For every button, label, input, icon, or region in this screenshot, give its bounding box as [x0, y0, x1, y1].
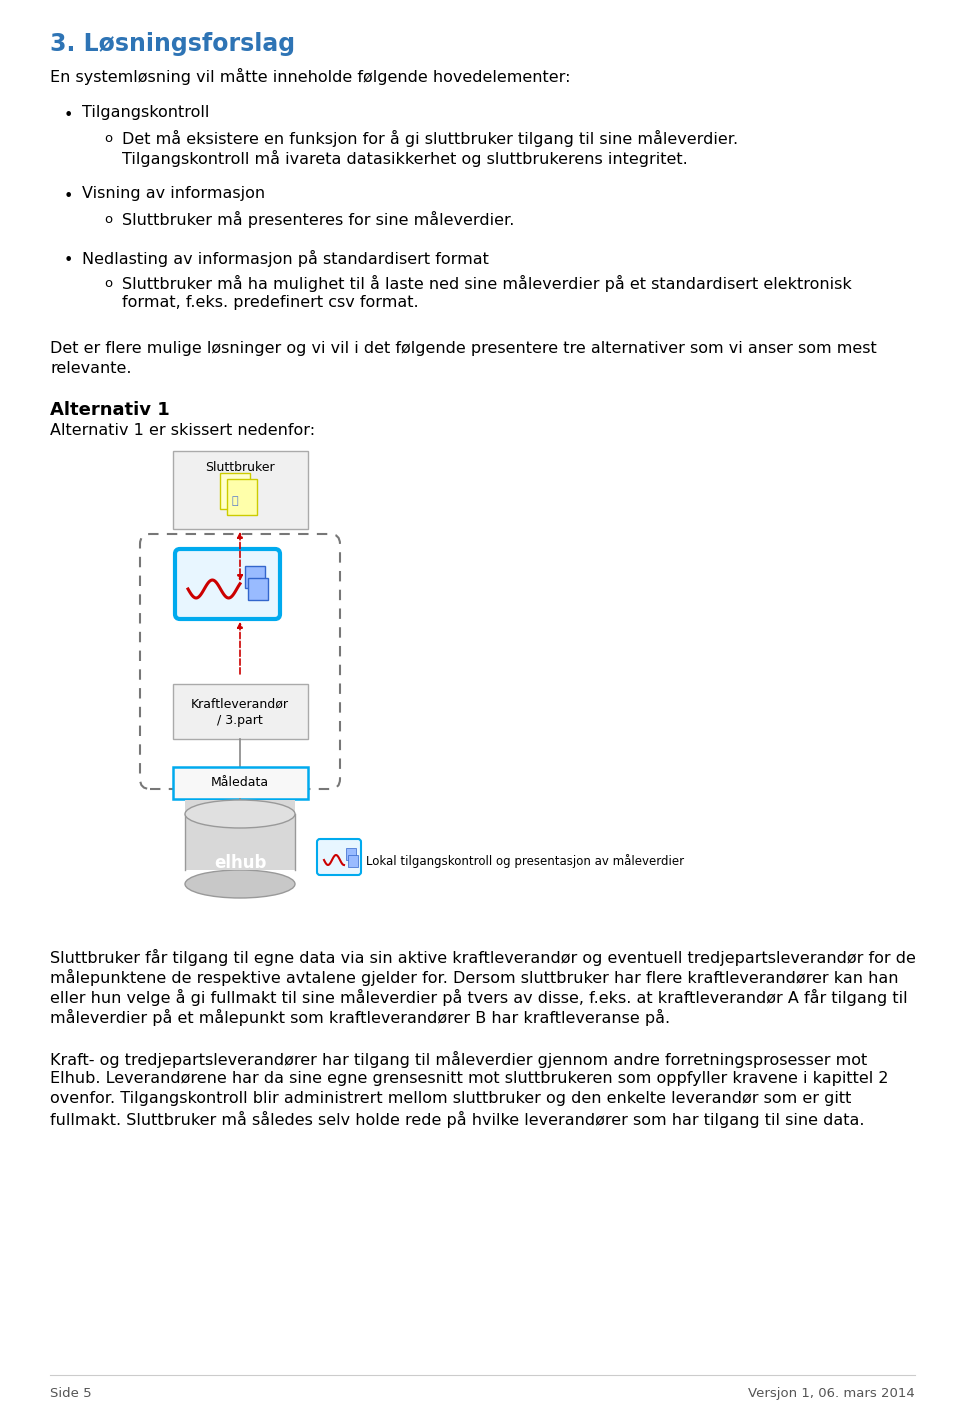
- FancyBboxPatch shape: [173, 451, 307, 529]
- Text: Elhub. Leverandørene har da sine egne grensesnitt mot sluttbrukeren som oppfylle: Elhub. Leverandørene har da sine egne gr…: [50, 1071, 889, 1087]
- Text: Nedlasting av informasjon på standardisert format: Nedlasting av informasjon på standardise…: [82, 250, 489, 267]
- FancyBboxPatch shape: [173, 767, 307, 799]
- Text: Alternativ 1 er skissert nedenfor:: Alternativ 1 er skissert nedenfor:: [50, 423, 315, 438]
- Text: 👤: 👤: [231, 496, 238, 505]
- FancyBboxPatch shape: [245, 566, 265, 588]
- Text: Sluttbruker får tilgang til egne data via sin aktive kraftleverandør og eventuel: Sluttbruker får tilgang til egne data vi…: [50, 949, 916, 966]
- Text: •: •: [63, 108, 73, 124]
- Text: Tilgangskontroll må ivareta datasikkerhet og sluttbrukerens integritet.: Tilgangskontroll må ivareta datasikkerhe…: [122, 150, 687, 167]
- Text: Måledata: Måledata: [211, 776, 269, 789]
- FancyBboxPatch shape: [346, 848, 356, 861]
- Text: o: o: [104, 132, 112, 145]
- Text: Tilgangskontroll: Tilgangskontroll: [82, 105, 209, 119]
- Text: Versjon 1, 06. mars 2014: Versjon 1, 06. mars 2014: [748, 1387, 915, 1400]
- Text: eller hun velge å gi fullmakt til sine måleverdier på tvers av disse, f.eks. at : eller hun velge å gi fullmakt til sine m…: [50, 988, 907, 1007]
- Bar: [185, 800, 295, 870]
- FancyBboxPatch shape: [173, 684, 307, 739]
- Text: elhub: elhub: [214, 854, 266, 872]
- Text: målepunktene de respektive avtalene gjelder for. Dersom sluttbruker har flere kr: målepunktene de respektive avtalene gjel…: [50, 969, 899, 986]
- FancyBboxPatch shape: [248, 578, 268, 600]
- FancyBboxPatch shape: [317, 840, 361, 875]
- Text: o: o: [104, 213, 112, 226]
- FancyBboxPatch shape: [348, 855, 358, 868]
- Text: Sluttbruker: Sluttbruker: [205, 461, 275, 475]
- Text: Sluttbruker må presenteres for sine måleverdier.: Sluttbruker må presenteres for sine måle…: [122, 211, 515, 227]
- Text: Lokal tilgangskontroll og presentasjon av måleverdier: Lokal tilgangskontroll og presentasjon a…: [366, 854, 684, 868]
- Text: En systemløsning vil måtte inneholde følgende hovedelementer:: En systemløsning vil måtte inneholde føl…: [50, 67, 570, 86]
- Text: Sluttbruker må ha mulighet til å laste ned sine måleverdier på et standardisert : Sluttbruker må ha mulighet til å laste n…: [122, 275, 852, 292]
- Text: Det må eksistere en funksjon for å gi sluttbruker tilgang til sine måleverdier.: Det må eksistere en funksjon for å gi sl…: [122, 131, 738, 147]
- Text: relevante.: relevante.: [50, 361, 132, 376]
- Text: måleverdier på et målepunkt som kraftleverandører B har kraftleveranse på.: måleverdier på et målepunkt som kraftlev…: [50, 1009, 670, 1026]
- Text: Visning av informasjon: Visning av informasjon: [82, 185, 265, 201]
- FancyBboxPatch shape: [227, 479, 257, 515]
- Text: Kraftleverandør: Kraftleverandør: [191, 698, 289, 710]
- Text: fullmakt. Sluttbruker må således selv holde rede på hvilke leverandører som har : fullmakt. Sluttbruker må således selv ho…: [50, 1111, 865, 1127]
- Text: •: •: [63, 190, 73, 204]
- Text: Alternativ 1: Alternativ 1: [50, 402, 170, 418]
- Text: Det er flere mulige løsninger og vi vil i det følgende presentere tre alternativ: Det er flere mulige løsninger og vi vil …: [50, 341, 876, 357]
- FancyBboxPatch shape: [220, 473, 250, 510]
- Text: / 3.part: / 3.part: [217, 715, 263, 727]
- Text: o: o: [104, 277, 112, 291]
- Text: Side 5: Side 5: [50, 1387, 91, 1400]
- Text: format, f.eks. predefinert csv format.: format, f.eks. predefinert csv format.: [122, 295, 419, 310]
- Text: ovenfor. Tilgangskontroll blir administrert mellom sluttbruker og den enkelte le: ovenfor. Tilgangskontroll blir administr…: [50, 1091, 852, 1106]
- Ellipse shape: [185, 870, 295, 899]
- Text: 3. Løsningsforslag: 3. Løsningsforslag: [50, 32, 295, 56]
- Text: Kraft- og tredjepartsleverandører har tilgang til måleverdier gjennom andre forr: Kraft- og tredjepartsleverandører har ti…: [50, 1052, 867, 1068]
- FancyBboxPatch shape: [175, 549, 280, 619]
- Ellipse shape: [185, 800, 295, 828]
- Text: •: •: [63, 253, 73, 268]
